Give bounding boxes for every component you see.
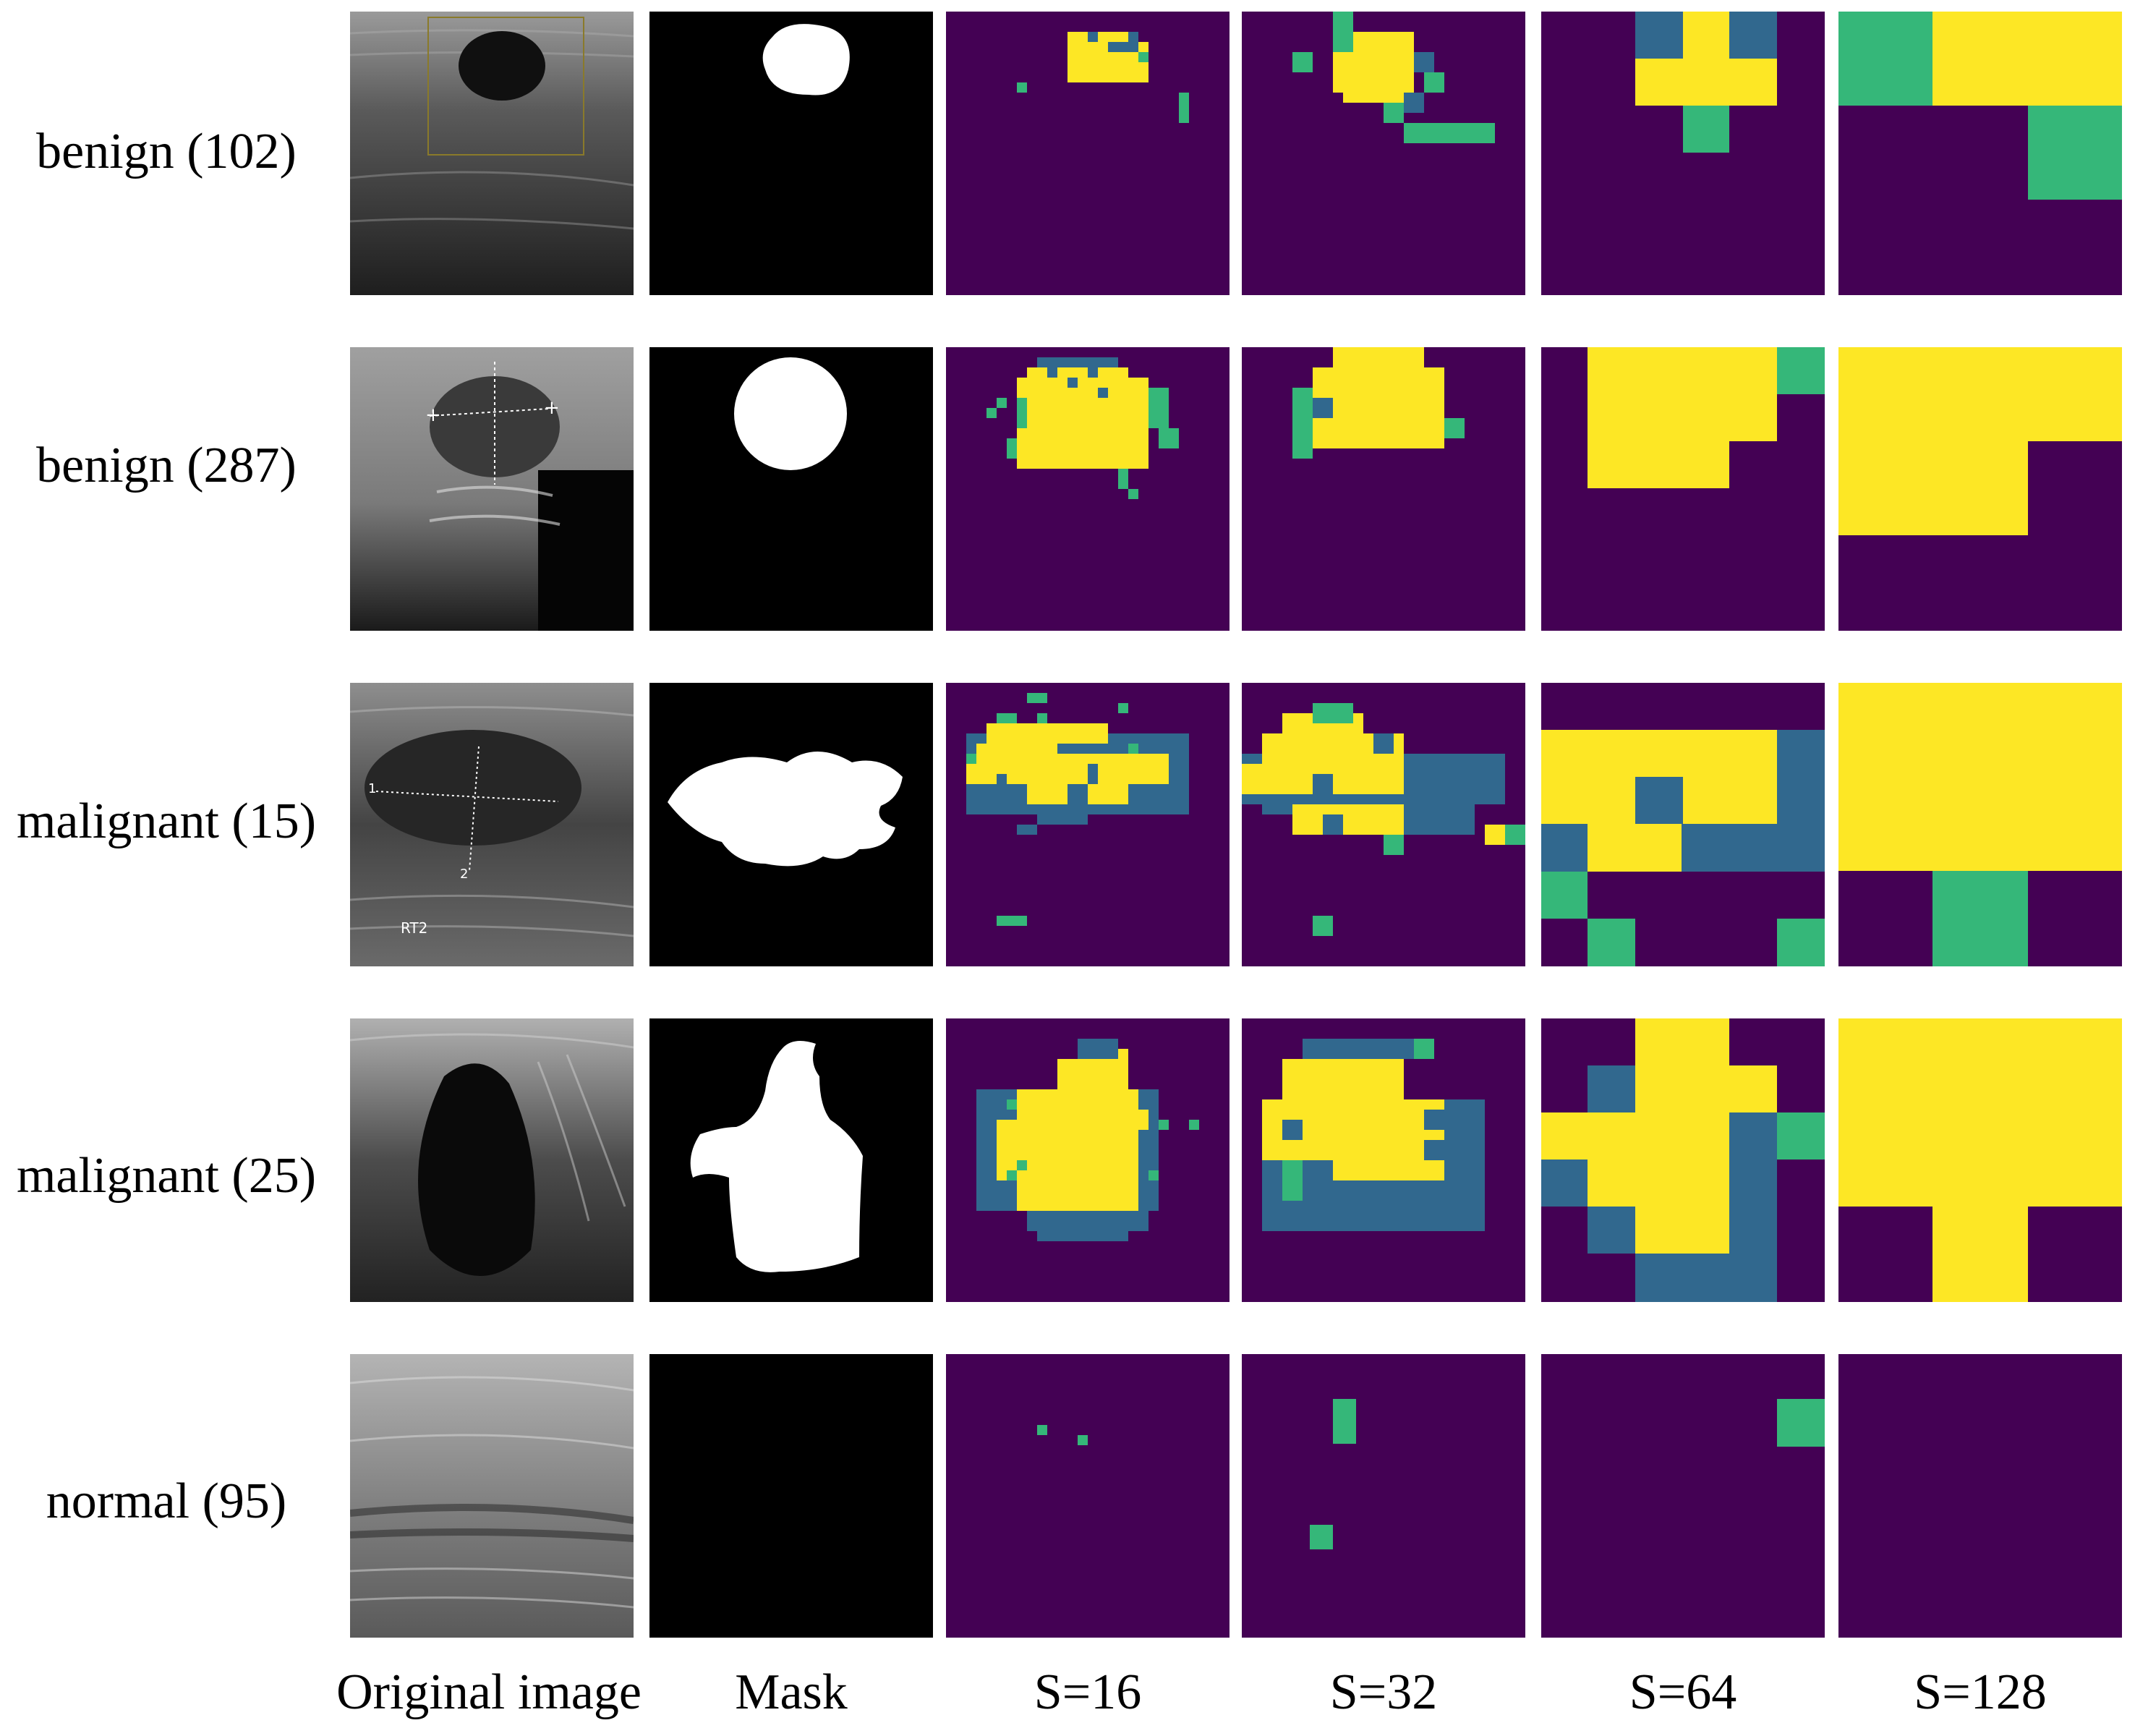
mask-malignant-25 [649, 1018, 933, 1302]
svg-text:+: + [425, 404, 441, 426]
ultrasound-overlay-label: RT2 [401, 919, 427, 937]
column-label-s128: S=128 [1914, 1664, 2047, 1720]
label-map-s32-malignant-15 [1242, 683, 1525, 966]
label-map-s64-benign-287 [1541, 347, 1825, 631]
row-label-benign-102: benign (102) [36, 124, 297, 179]
label-map-s128-benign-287 [1838, 347, 2122, 631]
ultrasound-image-malignant-15: 1 2 RT2 [350, 683, 634, 966]
column-label-original-image: Original image [336, 1664, 642, 1720]
label-map-s64-malignant-25 [1541, 1018, 1825, 1302]
ultrasound-image-benign-102 [350, 12, 634, 295]
column-label-mask: Mask [735, 1664, 848, 1720]
label-map-s64-benign-102 [1541, 12, 1825, 295]
row-label-normal-95: normal (95) [46, 1473, 287, 1529]
label-map-s16-benign-287 [946, 347, 1230, 631]
label-map-s16-malignant-15 [946, 683, 1230, 966]
svg-text:+: + [544, 397, 560, 419]
ultrasound-image-benign-287: + + [350, 347, 634, 631]
mask-malignant-15 [649, 683, 933, 966]
column-label-s64: S=64 [1629, 1664, 1737, 1720]
row-label-malignant-15: malignant (15) [16, 793, 317, 849]
mask-normal-95 [649, 1354, 933, 1638]
row-label-malignant-25: malignant (25) [16, 1148, 317, 1204]
label-map-s32-benign-287 [1242, 347, 1525, 631]
ultrasound-image-normal-95 [350, 1354, 634, 1638]
svg-text:2: 2 [460, 867, 468, 882]
label-map-s32-normal-95 [1242, 1354, 1525, 1638]
label-map-s128-malignant-25 [1838, 1018, 2122, 1302]
label-map-s64-normal-95 [1541, 1354, 1825, 1638]
mask-benign-287 [649, 347, 933, 631]
label-map-s16-benign-102 [946, 12, 1230, 295]
label-map-s64-malignant-15 [1541, 683, 1825, 966]
label-map-s32-malignant-25 [1242, 1018, 1525, 1302]
label-map-s128-benign-102 [1838, 12, 2122, 295]
row-label-benign-287: benign (287) [36, 438, 297, 493]
ultrasound-image-malignant-25 [350, 1018, 634, 1302]
label-map-s128-malignant-15 [1838, 683, 2122, 966]
column-label-s32: S=32 [1329, 1664, 1438, 1720]
label-map-s16-malignant-25 [946, 1018, 1230, 1302]
label-map-s32-benign-102 [1242, 12, 1525, 295]
mask-benign-102 [649, 12, 933, 295]
label-map-s16-normal-95 [946, 1354, 1230, 1638]
column-label-s16: S=16 [1034, 1664, 1142, 1720]
label-map-s128-normal-95 [1838, 1354, 2122, 1638]
svg-text:1: 1 [368, 781, 376, 796]
